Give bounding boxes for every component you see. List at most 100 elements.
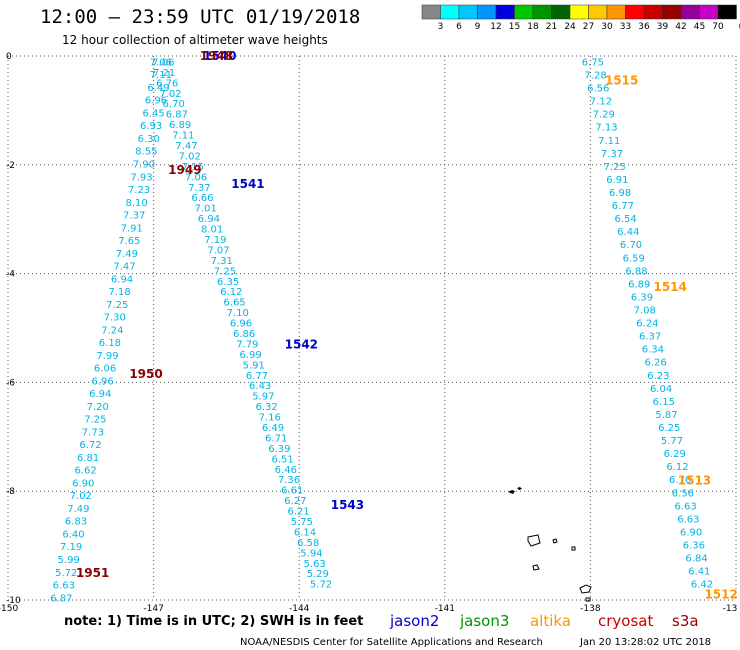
wave-height-label: 6.66 (191, 193, 213, 204)
wave-height-label: 6.96 (230, 319, 252, 330)
wave-height-label: 6.56 (587, 84, 609, 95)
color-scale-label: 33 (620, 22, 631, 32)
grid-lines (7, 55, 737, 601)
pass-number-label: 1949 (168, 163, 201, 177)
wave-height-label: 7.90 (133, 160, 155, 171)
wave-height-label: 5.77 (661, 436, 683, 447)
wave-height-label: 7.37 (123, 211, 145, 222)
mission-legend: jason2 jason3 altika cryosat s3a (389, 612, 699, 630)
wave-height-label: 6.90 (680, 527, 702, 538)
wave-height-label: 8.10 (125, 198, 147, 209)
color-scale-label: 9 (475, 22, 481, 32)
wave-height-label: 6.12 (666, 462, 688, 473)
color-scale-label: 18 (527, 22, 539, 32)
wave-height-label: 6.25 (658, 423, 680, 434)
x-tick-label: -144 (289, 604, 310, 614)
wave-height-label: 6.62 (75, 466, 97, 477)
color-swatch (551, 4, 571, 20)
wave-height-label: 7.49 (116, 249, 138, 260)
wave-height-label: 6.87 (50, 593, 72, 604)
color-swatch (643, 4, 663, 20)
legend-entry: cryosat (598, 612, 653, 630)
wave-height-label: 7.37 (188, 183, 210, 194)
legend-entry: altika (530, 612, 571, 630)
wave-height-label: 7.49 (67, 504, 89, 515)
wave-height-label: 6.83 (65, 517, 87, 528)
wave-height-label: 6.70 (669, 475, 691, 486)
color-scale-unit: (ft) (739, 22, 740, 32)
color-swatch (495, 4, 515, 20)
wave-height-label: 6.98 (609, 188, 631, 199)
wave-height-label: 6.41 (688, 567, 710, 578)
color-scale-label: 3 (438, 22, 444, 32)
y-tick-label: 0 (6, 52, 12, 62)
wave-height-label: 6.30 (138, 134, 160, 145)
wave-height-label: 7.02 (179, 151, 201, 162)
wave-height-label: 6.49 (262, 423, 284, 434)
color-scale-label: 24 (564, 22, 576, 32)
x-tick-label: -13 (723, 604, 738, 614)
x-tick-label: -138 (580, 604, 601, 614)
wave-height-label: 6.72 (79, 440, 101, 451)
island-shape (532, 564, 540, 571)
color-swatch (680, 4, 700, 20)
pass-number-label: 1540 (203, 49, 236, 63)
island-shape (517, 487, 522, 490)
wave-height-label: 6.96 (92, 376, 114, 387)
color-swatch (440, 4, 460, 20)
island-shape (571, 546, 576, 551)
wave-height-label: 7.01 (195, 204, 217, 215)
wave-height-label: 6.61 (281, 486, 303, 497)
legend-entry: jason2 (389, 612, 439, 630)
wave-height-label: 6.21 (287, 507, 309, 518)
color-swatch (532, 4, 552, 20)
wave-height-label: 6.29 (664, 449, 686, 460)
wave-height-label: 7.25 (84, 415, 106, 426)
wave-height-label: 7.19 (60, 542, 82, 553)
island-shape (585, 597, 591, 602)
wave-height-label: 7.24 (101, 325, 123, 336)
color-swatch (699, 4, 719, 20)
wave-height-label: 6.63 (675, 501, 697, 512)
wave-height-label: 5.87 (655, 410, 677, 421)
wave-height-label: 6.15 (653, 397, 675, 408)
wave-height-label: 6.04 (650, 384, 672, 395)
wave-height-values: 6.75 7.28 6.56 7.12 7.29 7.13 7.11 7.37 7.25 6.91… (50, 57, 713, 604)
wave-height-label: 6.39 (631, 292, 653, 303)
wave-height-label: 7.20 (87, 402, 109, 413)
wave-height-label: 5.97 (252, 392, 274, 403)
wave-height-label: 6.86 (233, 329, 255, 340)
color-swatch (662, 4, 682, 20)
wave-height-label: 6.59 (623, 253, 645, 264)
color-swatch (458, 4, 478, 20)
wave-height-label: 6.91 (606, 175, 628, 186)
pass-number-label: 1513 (678, 473, 711, 487)
color-swatch (477, 4, 497, 20)
wave-height-label: 6.12 (220, 287, 242, 298)
island-shape (552, 538, 558, 544)
pass-number-label: 1512 (704, 588, 737, 602)
wave-height-label: 7.25 (106, 300, 128, 311)
wave-height-label: 5.63 (304, 559, 326, 570)
color-scale-label: 15 (509, 22, 520, 32)
wave-height-label: 7.25 (604, 162, 626, 173)
legend-entry: s3a (672, 612, 699, 630)
pass-number-label: 1542 (285, 337, 318, 351)
wave-height-label: 7.19 (204, 235, 226, 246)
wave-height-label: 7.06 (185, 172, 207, 183)
wave-height-label: 6.70 (620, 240, 642, 251)
wave-height-label: 7.25 (214, 266, 236, 277)
footer-note: note: 1) Time is in UTC; 2) SWH is in fe… (64, 614, 363, 629)
wave-height-label: 7.91 (121, 223, 143, 234)
island-outlines (508, 487, 592, 602)
wave-height-label: 6.93 (140, 121, 162, 132)
wave-height-label: 6.96 (145, 96, 167, 107)
wave-height-label: 6.56 (672, 488, 694, 499)
wave-height-label: 6.87 (166, 110, 188, 121)
wave-height-label: 6.39 (268, 444, 290, 455)
wave-height-label: 6.37 (639, 332, 661, 343)
wave-height-label: 7.28 (584, 70, 606, 81)
wave-height-label: 6.94 (198, 214, 220, 225)
